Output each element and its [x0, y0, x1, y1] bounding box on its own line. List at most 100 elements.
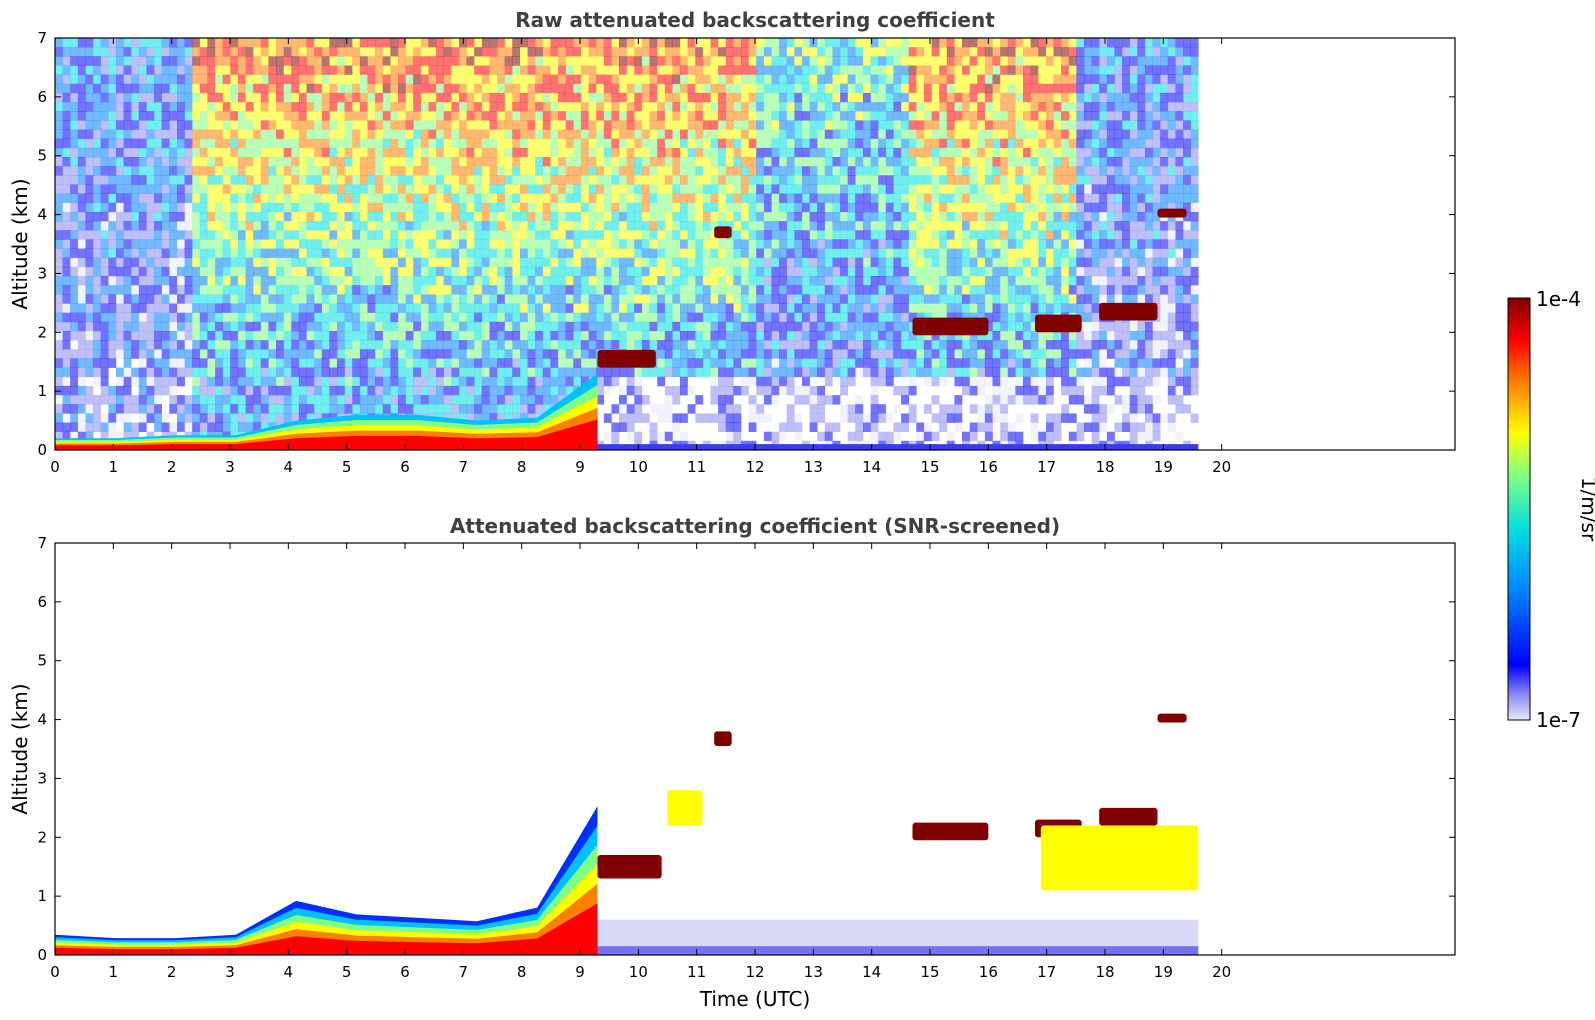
noise-cell	[779, 376, 787, 387]
noise-cell	[893, 92, 902, 103]
noise-cell	[85, 404, 94, 414]
noise-cell	[687, 65, 696, 75]
noise-cell	[863, 248, 871, 259]
noise-cell	[824, 376, 833, 387]
noise-cell	[192, 285, 201, 295]
noise-cell	[359, 120, 368, 130]
noise-cell	[885, 248, 894, 259]
noise-cell	[192, 47, 201, 57]
noise-cell	[908, 147, 917, 158]
noise-cell	[62, 266, 71, 277]
noise-cell	[93, 157, 101, 167]
noise-cell	[161, 376, 170, 387]
noise-cell	[520, 202, 528, 213]
noise-cell	[741, 120, 749, 130]
noise-cell	[184, 312, 193, 323]
noise-cell	[321, 303, 330, 313]
noise-cell	[413, 221, 422, 231]
noise-cell	[504, 147, 513, 158]
noise-cell	[710, 376, 719, 387]
noise-cell	[687, 285, 696, 295]
noise-cell	[794, 202, 803, 213]
noise-cell	[352, 257, 361, 268]
noise-cell	[230, 349, 239, 359]
noise-cell	[428, 221, 437, 231]
noise-cell	[367, 358, 376, 368]
noise-cell	[504, 166, 513, 176]
noise-cell	[680, 166, 688, 176]
noise-cell	[542, 294, 551, 304]
noise-cell	[93, 276, 101, 286]
noise-cell	[504, 65, 513, 75]
noise-cell	[733, 111, 742, 121]
noise-cell	[916, 92, 925, 103]
noise-cell	[260, 193, 269, 204]
noise-cell	[573, 129, 582, 140]
noise-cell	[558, 120, 566, 130]
noise-cell	[77, 321, 86, 332]
noise-cell	[855, 212, 864, 222]
noise-cell	[405, 331, 414, 341]
noise-cell	[405, 395, 414, 405]
noise-cell	[733, 147, 742, 158]
noise-cell	[786, 367, 795, 378]
noise-cell	[840, 138, 848, 149]
noise-cell	[451, 266, 460, 277]
noise-cell	[123, 276, 132, 286]
noise-cell	[497, 312, 505, 323]
noise-cell	[443, 83, 452, 94]
noise-cell	[199, 175, 208, 185]
noise-cell	[786, 331, 795, 341]
noise-cell	[565, 120, 574, 130]
noise-cell	[908, 312, 917, 323]
noise-cell	[863, 157, 871, 167]
noise-cell	[207, 395, 216, 405]
noise-cell	[535, 367, 544, 378]
noise-cell	[116, 404, 124, 414]
noise-cell	[215, 147, 223, 158]
noise-cell	[199, 340, 208, 350]
noise-cell	[802, 340, 810, 350]
noise-cell	[824, 294, 833, 304]
noise-cell	[283, 376, 292, 387]
noise-cell	[237, 157, 246, 167]
noise-cell	[672, 212, 681, 222]
noise-cell	[664, 157, 673, 167]
noise-cell	[802, 230, 810, 240]
noise-cell	[420, 349, 429, 359]
noise-cell	[527, 367, 536, 378]
noise-cell	[763, 367, 772, 378]
noise-cell	[771, 65, 780, 75]
noise-cell	[832, 175, 841, 185]
noise-cell	[138, 175, 147, 185]
noise-cell	[283, 102, 292, 112]
noise-cell	[230, 367, 239, 378]
noise-cell	[108, 74, 117, 85]
noise-cell	[436, 138, 444, 149]
noise-cell	[863, 413, 871, 423]
noise-cell	[641, 276, 650, 286]
noise-cell	[70, 239, 79, 249]
noise-cell	[923, 312, 932, 323]
noise-cell	[329, 257, 338, 268]
noise-cell	[855, 129, 864, 140]
noise-cell	[733, 367, 742, 378]
noise-cell	[885, 212, 894, 222]
noise-cell	[123, 111, 132, 121]
noise-cell	[619, 257, 627, 268]
noise-cell	[733, 138, 742, 149]
noise-cell	[619, 166, 627, 176]
noise-cell	[641, 202, 650, 213]
noise-cell	[199, 129, 208, 140]
noise-cell	[497, 358, 505, 368]
noise-cell	[268, 120, 277, 130]
noise-cell	[390, 266, 399, 277]
noise-cell	[352, 340, 361, 350]
noise-cell	[100, 111, 109, 121]
noise-cell	[62, 138, 71, 149]
noise-cell	[314, 239, 323, 249]
noise-cell	[420, 111, 429, 121]
noise-cell	[85, 312, 94, 323]
noise-cell	[443, 248, 452, 259]
noise-cell	[314, 102, 323, 112]
